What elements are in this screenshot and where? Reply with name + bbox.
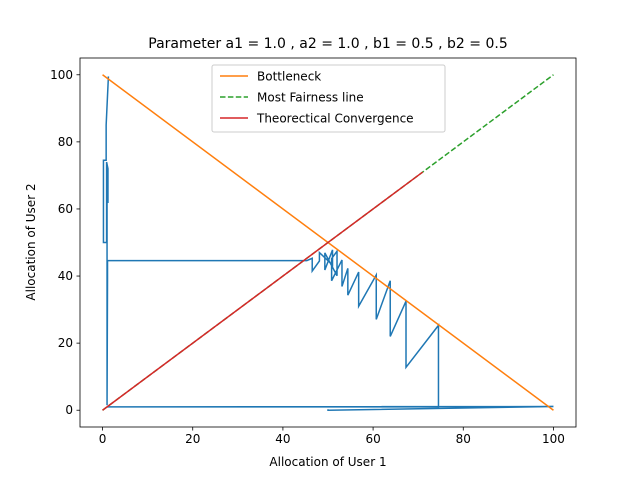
y-tick-label: 60 xyxy=(58,202,73,216)
y-axis-label: Allocation of User 2 xyxy=(24,183,38,300)
chart-title: Parameter a1 = 1.0 , a2 = 1.0 , b1 = 0.5… xyxy=(148,36,507,52)
y-tick-label: 0 xyxy=(65,403,73,417)
y-tick-label: 80 xyxy=(58,135,73,149)
y-tick-label: 40 xyxy=(58,269,73,283)
x-tick-label: 40 xyxy=(275,432,290,446)
legend: Bottleneck Most Fairness line Theorectical… xyxy=(211,64,446,133)
x-tick-label: 80 xyxy=(456,432,471,446)
series-layer xyxy=(102,74,554,411)
legend-box xyxy=(211,64,446,133)
ticks-layer: 0 20 40 60 80 100 0 20 40 60 80 100 xyxy=(50,68,565,446)
x-tick-label: 0 xyxy=(99,432,107,446)
plot-frame xyxy=(79,57,577,428)
legend-label: Theorectical Convergence xyxy=(256,112,414,126)
allocation-trajectory-line xyxy=(102,76,554,411)
y-tick-label: 20 xyxy=(58,336,73,350)
x-axis-label: Allocation of User 1 xyxy=(269,455,386,469)
series-line-theorectical-convergence xyxy=(102,171,424,411)
x-tick-label: 20 xyxy=(185,432,200,446)
legend-label: Bottleneck xyxy=(257,70,321,84)
y-tick-label: 100 xyxy=(50,68,73,82)
x-tick-label: 100 xyxy=(542,432,565,446)
x-tick-label: 60 xyxy=(365,432,380,446)
legend-label: Most Fairness line xyxy=(257,91,364,105)
